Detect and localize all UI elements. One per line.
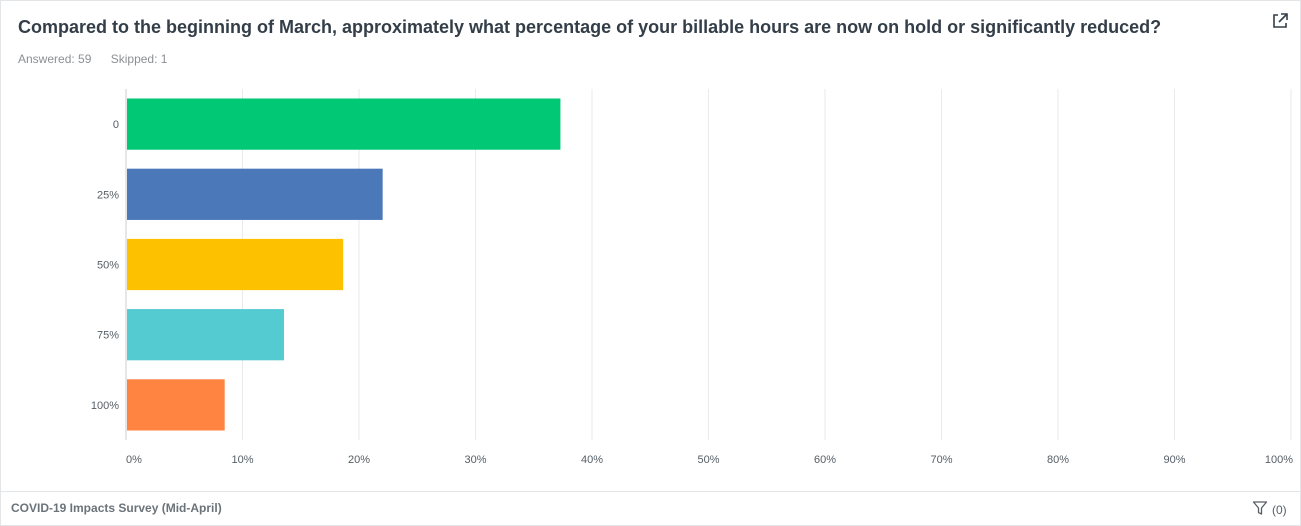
category-labels: 0 25% 50% 75% 100%	[91, 119, 119, 412]
response-stats: Answered: 59 Skipped: 1	[18, 52, 167, 66]
question-title: Compared to the beginning of March, appr…	[18, 17, 1162, 37]
bar-3[interactable]	[127, 238, 344, 291]
external-link-icon[interactable]	[1270, 11, 1290, 31]
x-tick-label: 20%	[348, 454, 370, 466]
category-label: 50%	[97, 260, 119, 272]
skipped-count: Skipped: 1	[110, 52, 168, 66]
bar-2[interactable]	[127, 168, 383, 220]
x-tick-label: 70%	[930, 454, 952, 466]
bar-4[interactable]	[127, 309, 284, 361]
x-tick-label: 50%	[697, 454, 719, 466]
x-tick-label: 60%	[814, 454, 836, 466]
x-tick-label: 30%	[464, 454, 486, 466]
x-tick-label: 10%	[231, 454, 253, 466]
footer-divider	[1, 491, 1300, 492]
x-tick-label: 80%	[1047, 454, 1069, 466]
category-label: 100%	[91, 400, 119, 412]
x-tick-label: 0%	[126, 454, 142, 466]
answered-count: Answered: 59	[18, 52, 92, 66]
category-label: 25%	[97, 189, 119, 201]
bars	[127, 98, 561, 431]
x-tick-label: 40%	[581, 454, 603, 466]
bar-1[interactable]	[127, 98, 561, 150]
filter-icon	[1252, 500, 1268, 519]
category-label: 0	[113, 119, 119, 131]
x-tick-labels: 0% 10% 20% 30% 40% 50% 60% 70% 80% 90% 100%	[126, 454, 1293, 466]
bar-5[interactable]	[127, 379, 225, 431]
bar-chart: 0 25% 50% 75% 100% 0% 10% 20% 30% 40% 50% 60% 70% 80…	[91, 89, 1293, 466]
survey-name: COVID-19 Impacts Survey (Mid-April)	[11, 501, 222, 515]
category-label: 75%	[97, 330, 119, 342]
filter-count: (0)	[1272, 502, 1287, 517]
filter-button[interactable]: (0)	[1252, 500, 1287, 519]
x-tick-label: 90%	[1163, 454, 1185, 466]
x-tick-label: 100%	[1265, 454, 1293, 466]
